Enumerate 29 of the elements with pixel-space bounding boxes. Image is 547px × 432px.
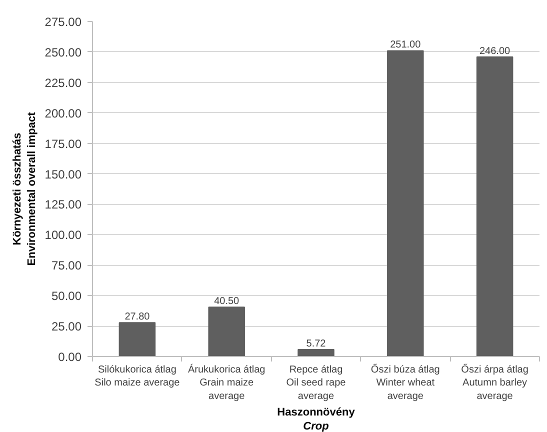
data-label: 251.00	[390, 40, 422, 51]
y-tick-label: 200.00	[44, 106, 82, 120]
bar	[387, 50, 424, 356]
y-tick-label: 100.00	[44, 228, 82, 242]
y-tick-label: 225.00	[44, 76, 82, 90]
bar	[476, 56, 514, 356]
x-tick-label: Árukukorica átlag Grain maize average	[188, 364, 266, 402]
x-tick-label: Repce átlag Oil seed rape average	[286, 364, 346, 402]
bar	[298, 349, 334, 356]
y-tick-label: 250.00	[44, 45, 82, 60]
y-tick-label: 125.00	[44, 198, 82, 212]
x-tick-label: Őszi árpa átlag Autumn barley average	[461, 364, 528, 402]
y-tick-label: 150.00	[44, 167, 82, 182]
data-label: 27.80	[124, 312, 150, 323]
x-tick-label: Őszi búza átlag Winter wheat average	[370, 364, 440, 402]
x-tick-label: Silókukorica átlag Silo maize average	[94, 364, 180, 389]
bar	[118, 322, 156, 356]
y-tick-label: 75.00	[51, 258, 82, 273]
y-tick-label: 275.00	[44, 15, 82, 29]
data-label: 246.00	[480, 46, 511, 57]
data-label: 40.50	[214, 296, 240, 308]
bar	[208, 306, 245, 356]
x-axis-title: Haszonnövény Crop	[277, 406, 356, 432]
y-tick-label: 25.00	[51, 320, 82, 334]
data-label: 5.72	[306, 338, 326, 350]
y-axis-title: Környezeti összhatás Environmental overall impact	[11, 112, 38, 266]
y-tick-label: 50.00	[51, 289, 82, 304]
y-tick-label: 175.00	[44, 136, 82, 151]
y-tick-label: 0.00	[58, 350, 82, 364]
